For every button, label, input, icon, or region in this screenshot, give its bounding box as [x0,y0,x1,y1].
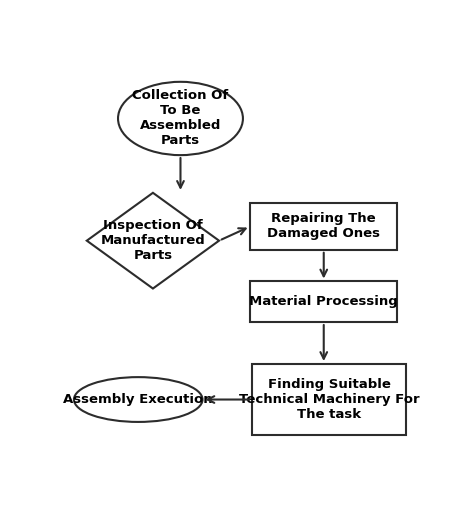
Bar [250,281,397,322]
Bar [250,203,397,250]
Ellipse shape [74,377,202,422]
Bar [252,364,406,435]
Ellipse shape [118,82,243,155]
Text: Repairing The
Damaged Ones: Repairing The Damaged Ones [267,213,380,240]
Text: Material Processing: Material Processing [249,295,398,308]
Text: Assembly Execution: Assembly Execution [64,393,213,406]
Text: Finding Suitable
Technical Machinery For
The task: Finding Suitable Technical Machinery For… [239,378,419,421]
Polygon shape [87,193,219,288]
Text: Inspection Of
Manufactured
Parts: Inspection Of Manufactured Parts [100,219,205,262]
Text: Collection Of
To Be
Assembled
Parts: Collection Of To Be Assembled Parts [132,89,228,148]
